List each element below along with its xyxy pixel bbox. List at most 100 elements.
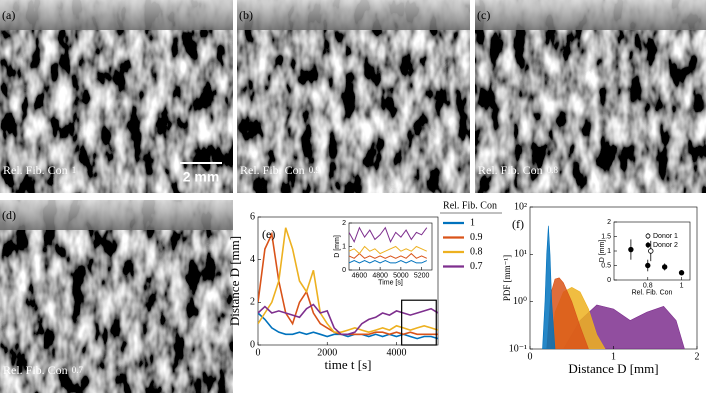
legend-label: 0.7 [470,261,483,272]
density-area [542,225,556,349]
x-axis-label: Rel. Fib. Con [632,289,673,296]
micrograph [0,0,233,193]
zoom-box [401,299,437,346]
panel-label: (a) [2,8,15,22]
inset-background [596,218,694,304]
caption-value: 1 [72,165,77,175]
data-point [628,246,634,253]
x-tick-label: 0.8 [643,282,653,289]
series-line [349,260,428,264]
y-tick-label: 10² [514,201,527,212]
legend-label: 1 [470,217,475,228]
series-line [349,245,428,255]
micrograph [0,200,233,393]
x-tick-label: 2 [695,351,700,362]
y-tick-label: 10⁻¹ [509,343,527,354]
x-axis-label: Time [s] [378,279,403,286]
plot-area [542,225,685,349]
x-tick-label: 1 [680,282,684,289]
y-tick-label: 0.5 [601,262,611,269]
x-tick-label: 5200 [414,272,430,279]
series-line [349,226,428,243]
x-axis-label: time t [s] [325,357,372,372]
legend-title: Rel. Fib. Con [443,200,497,211]
x-tick-label: 1 [611,351,616,362]
legend-swatch [645,242,651,248]
chart: 0 1 2 10⁻¹ 10⁰ 10¹ 10² Distance D [mm] PDF [mm⁻¹… [502,201,699,376]
y-axis-label: PDF [mm⁻¹] [502,255,512,301]
legend-label: Donor 2 [653,242,678,249]
caption-text: Rel. Fib. Con [3,363,68,377]
density-area [546,277,589,349]
data-point [661,264,668,270]
y-axis-label: Distance D [mm] [227,236,242,326]
data-point [678,270,685,276]
caption-text: Rel. Fib. Con [3,163,68,177]
y-tick-label: 0 [342,267,346,274]
y-axis-label: D [mm] [334,235,341,258]
x-tick-label: 0 [256,347,261,358]
panel-caption: Rel. Fib. Con 0.9 [240,163,320,177]
plot-frame [257,216,439,346]
series-line [258,312,438,340]
y-axis-label: D [mm] [599,240,606,263]
x-tick-label: 5000 [393,272,409,279]
plot-area [258,227,438,340]
caption-value: 0.7 [72,365,84,375]
tissue-edge [0,0,233,30]
x-axis-label: Distance D [mm] [568,361,658,376]
tissue-edge [0,200,233,230]
y-tick-label: 4 [250,254,255,265]
y-tick-label: 6 [250,211,255,222]
caption-value: 0.8 [547,165,559,175]
data-point [648,248,654,254]
chart: 0.8 1 0 0.5 1 1.5 2 Rel. Fib. Con D [mm] Donor 1 D… [596,218,694,304]
y-tick-label: 1.5 [601,233,611,240]
inset-background [331,219,436,294]
y-tick-label: 1 [607,248,611,255]
plot-area [349,226,428,264]
y-tick-label: 2 [342,220,346,227]
data-point [645,262,651,269]
caption-value: 0.9 [309,165,321,175]
panel-caption: Rel. Fib. Con 0.8 [478,163,558,177]
y-tick-label: 2 [607,219,611,226]
panel-label: (f) [512,217,524,231]
x-tick-label: 4600 [352,272,368,279]
legend-label: 0.9 [470,232,483,243]
y-tick-label: 10⁰ [513,296,527,307]
panel-label: (b) [239,8,253,22]
plot-area [628,239,685,276]
y-tick-label: 1 [342,243,346,250]
chart: 4600 4800 5000 5200 0 1 2 Time [s] D [mm] [331,219,436,294]
y-tick-label: 0 [607,277,611,284]
series-line [258,227,438,334]
legend-label: 0.8 [470,246,483,257]
tissue-edge [237,0,470,30]
x-tick-label: 0 [528,351,533,362]
series-line [258,303,438,336]
scale-bar-label: 2 mm [183,169,220,185]
micrograph [237,0,470,193]
micrograph [475,0,706,193]
x-tick-label: 4000 [386,347,406,358]
panel-label: (d) [2,208,16,222]
y-tick-label: 2 [250,297,255,308]
x-tick-label: 2000 [317,347,337,358]
panel-caption: Rel. Fib. Con 1 [3,163,76,177]
y-tick-label: 10¹ [514,249,527,260]
chart: 0 2000 4000 0 2 4 6 time t [s] Distance D [mm] (e… [227,200,502,372]
panel-label: (e) [262,227,275,241]
tissue-edge [475,0,706,30]
x-tick-label: 4800 [372,272,388,279]
series-line [349,252,428,259]
caption-text: Rel. Fib. Con [240,163,305,177]
legend-label: Donor 1 [653,233,678,240]
panel-label: (c) [477,8,490,22]
y-tick-label: 0 [250,339,255,350]
legend-swatch [645,233,651,239]
